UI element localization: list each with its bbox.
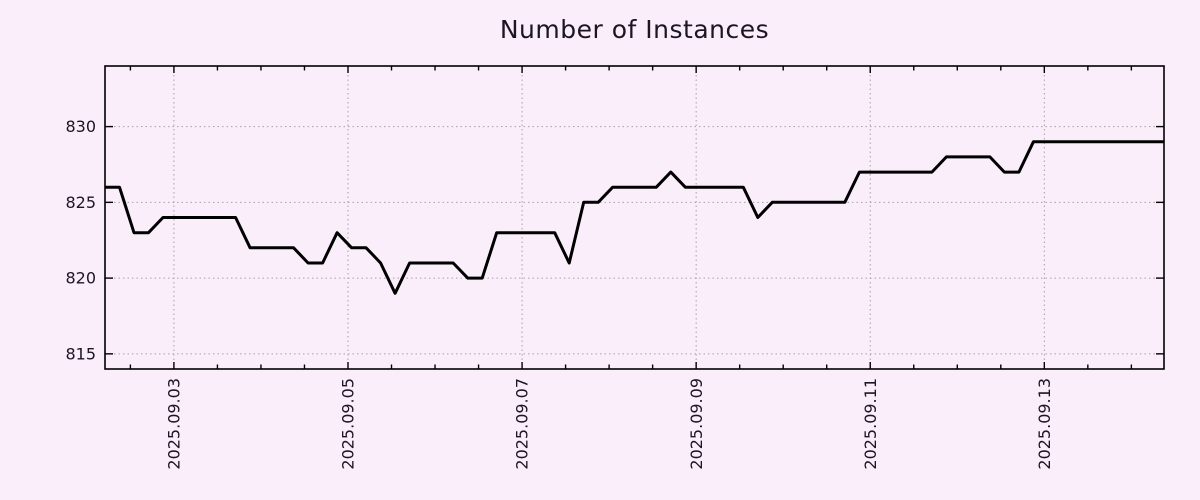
y-tick-label: 825 xyxy=(65,193,96,212)
plot-border xyxy=(104,65,1165,370)
x-tick-label: 2025.09.13 xyxy=(1035,378,1054,470)
series-line xyxy=(105,140,1164,295)
y-tick-label: 830 xyxy=(65,117,96,136)
x-tick-label: 2025.09.05 xyxy=(339,378,358,470)
y-tick-label: 815 xyxy=(65,344,96,363)
x-tick-label: 2025.09.07 xyxy=(513,378,532,470)
x-tick-label: 2025.09.09 xyxy=(687,378,706,470)
x-tick-label: 2025.09.11 xyxy=(861,378,880,470)
x-tick-label: 2025.09.03 xyxy=(165,378,184,470)
chart-title: Number of Instances xyxy=(499,15,770,44)
y-tick-label: 820 xyxy=(65,269,96,288)
